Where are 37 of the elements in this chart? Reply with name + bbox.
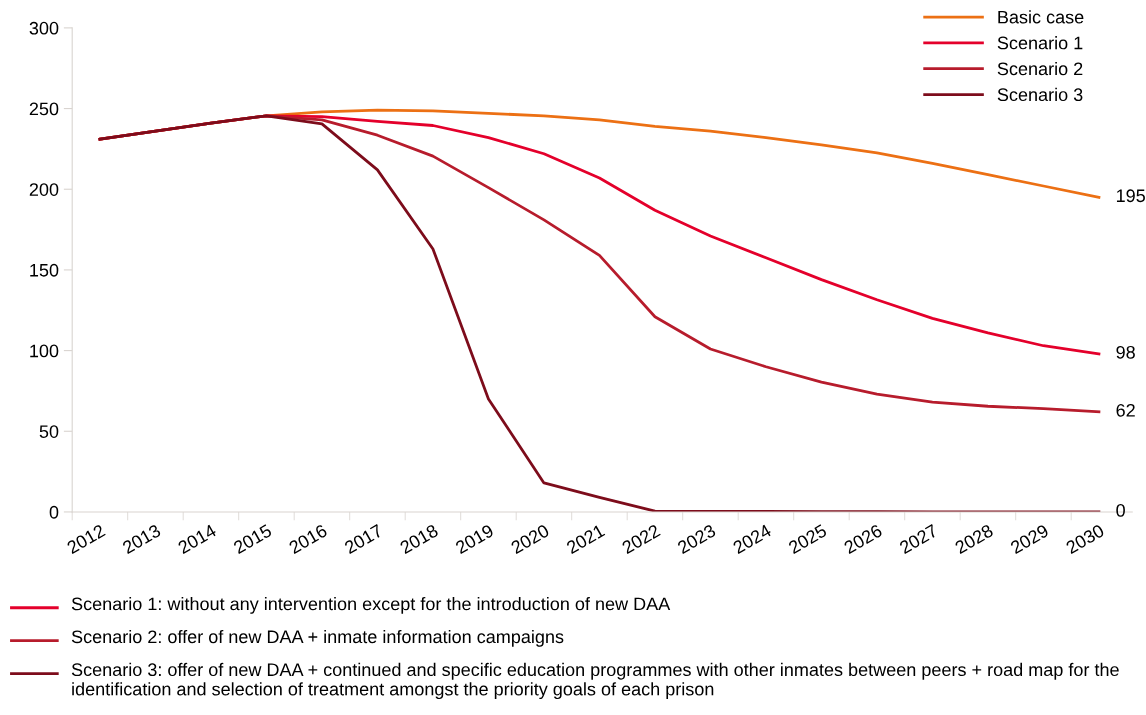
data-label: 0 — [1116, 504, 1125, 517]
legend-label: Scenario 1 — [997, 36, 1083, 50]
legend-label: Basic case — [998, 10, 1084, 24]
text: Scenario 2: offer of new DAA + inmate information campaigns — [71, 629, 564, 647]
x-tick-label: 2026 — [843, 523, 883, 555]
y-tick-label: 100 — [30, 344, 59, 358]
x-tick-label: 2027 — [898, 523, 939, 555]
x-tick-label: 2012 — [66, 523, 106, 555]
data-label: 62 — [1116, 403, 1135, 417]
data-label: 195 — [1116, 189, 1145, 203]
y-tick-label: 200 — [29, 183, 59, 196]
x-tick-label: 2021 — [565, 523, 606, 555]
text: Scenario 3: offer of new DAA + continued and specific education programmes with other inmates between peers + road map for the identification and selection of treatment amongst the priority goals of each prison — [71, 662, 1119, 700]
x-tick-label: 2018 — [399, 523, 439, 555]
x-tick-label: 2030 — [1065, 523, 1105, 555]
x-tick-label: 2014 — [177, 523, 218, 555]
y-tick-label: 150 — [30, 263, 59, 277]
legend-label: Scenario 3 — [997, 87, 1083, 102]
x-tick-label: 2029 — [1009, 523, 1050, 555]
y-tick-label: 300 — [29, 21, 59, 35]
x-tick-label: 2019 — [454, 523, 495, 555]
x-tick-label: 2028 — [954, 523, 994, 555]
x-tick-label: 2013 — [121, 523, 162, 555]
x-tick-label: 2024 — [732, 523, 773, 555]
x-tick-label: 2017 — [343, 523, 384, 555]
x-tick-label: 2023 — [676, 523, 717, 555]
text: Scenario 1: without any intervention except for the introduction of new DAA — [71, 597, 671, 614]
x-tick-label: 2020 — [510, 523, 550, 555]
x-tick-label: 2015 — [232, 523, 273, 555]
y-tick-label: 250 — [29, 102, 59, 116]
x-tick-label: 2022 — [621, 523, 661, 555]
data-label: 98 — [1116, 345, 1135, 359]
x-tick-label: 2025 — [787, 523, 828, 555]
legend-label: Scenario 2 — [997, 61, 1083, 76]
y-tick-label: 0 — [49, 505, 59, 519]
y-tick-label: 50 — [39, 425, 59, 438]
x-tick-label: 2016 — [288, 523, 328, 555]
